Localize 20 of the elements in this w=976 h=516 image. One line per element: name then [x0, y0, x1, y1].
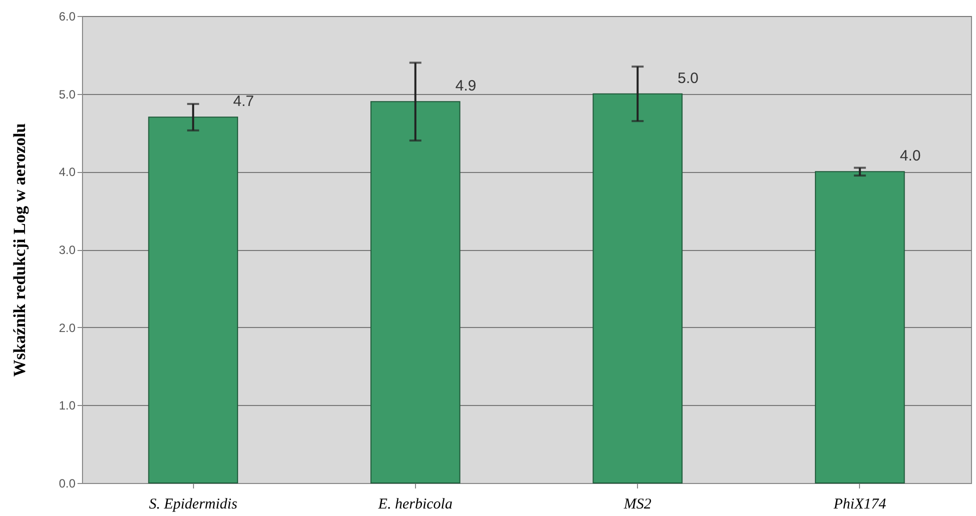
x-tick-label: MS2	[622, 496, 652, 512]
bar	[148, 116, 238, 484]
data-label: 5.0	[678, 70, 698, 87]
y-tick-label: 6.0	[58, 10, 76, 24]
bar	[814, 171, 905, 484]
x-tick-label: E. herbicola	[377, 496, 452, 512]
y-tick-label: 1.0	[58, 398, 76, 413]
y-axis-title: Wskaźnik redukcji Log w aerozolu	[10, 123, 29, 377]
bar	[370, 101, 460, 484]
x-tick-label: PhiX174	[832, 496, 887, 512]
bar	[592, 93, 683, 484]
y-tick-label: 4.0	[58, 165, 76, 180]
x-tick-label: S. Epidermidis	[148, 496, 238, 512]
data-label: 4.9	[455, 78, 476, 95]
y-tick-label: 0.0	[58, 476, 76, 490]
y-tick-label: 2.0	[58, 320, 76, 335]
data-label: 4.7	[233, 93, 254, 110]
y-tick-label: 5.0	[58, 87, 76, 102]
y-tick-label: 3.0	[58, 243, 76, 257]
data-label: 4.0	[900, 148, 921, 165]
